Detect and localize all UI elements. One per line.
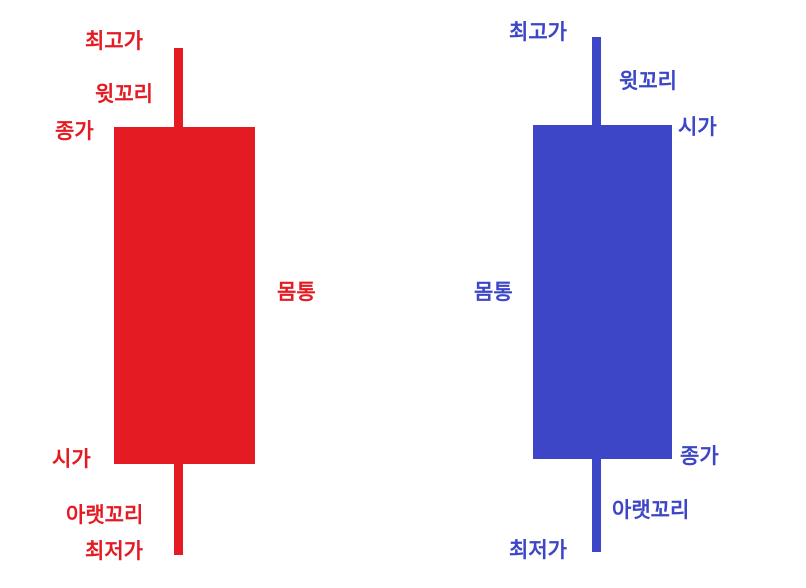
- bullish-high-label: 최고가: [85, 29, 143, 53]
- bearish-upper-wick-label: 윗꼬리: [619, 69, 677, 93]
- bearish-upper-wick: [592, 37, 601, 129]
- bullish-lower-wick-label: 아랫꼬리: [66, 503, 144, 527]
- bearish-close-label: 종가: [680, 444, 719, 468]
- bullish-upper-wick-label: 윗꼬리: [95, 82, 153, 106]
- bearish-lower-wick-label: 아랫꼬리: [612, 498, 690, 522]
- bullish-body-label: 몸통: [277, 280, 316, 304]
- bullish-upper-wick: [174, 48, 183, 130]
- bearish-open-label: 시가: [678, 115, 717, 139]
- bullish-lower-wick: [174, 461, 183, 555]
- bearish-body: [533, 125, 672, 459]
- bearish-lower-wick: [592, 456, 601, 552]
- bullish-candle: [114, 48, 255, 555]
- bearish-low-label: 최저가: [509, 538, 567, 562]
- bullish-low-label: 최저가: [85, 539, 143, 563]
- bullish-close-label: 종가: [55, 119, 94, 143]
- bearish-body-label: 몸통: [474, 280, 513, 304]
- bullish-open-label: 시가: [52, 447, 91, 471]
- bearish-candle: [533, 37, 672, 552]
- bullish-body: [114, 127, 255, 464]
- bearish-high-label: 최고가: [509, 20, 567, 44]
